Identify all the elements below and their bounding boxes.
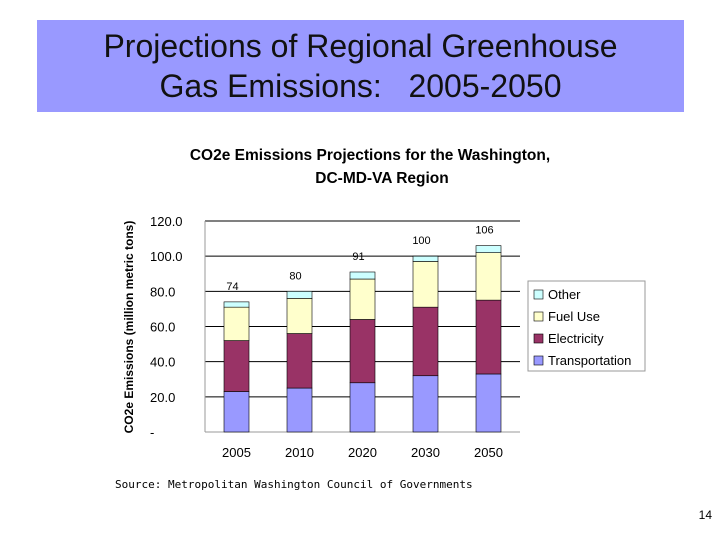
slide-title: Projections of Regional Greenhouse Gas E…	[37, 20, 684, 112]
legend-label-electricity: Electricity	[548, 331, 604, 346]
bar-segment-electricity-2005	[223, 340, 250, 392]
legend-swatch-electricity	[533, 333, 544, 344]
bar-segment-fuel-use-2020	[349, 278, 376, 320]
bar-segment-other-2030	[412, 255, 439, 262]
x-tick-label: 2010	[285, 445, 314, 460]
bar-segment-other-2005	[223, 301, 250, 308]
legend-box	[527, 280, 646, 372]
bar-segment-electricity-2020	[349, 319, 376, 384]
y-tick-label: 40.0	[150, 355, 175, 370]
bar-segment-other-2020	[349, 271, 376, 280]
bar-segment-other-2010	[286, 291, 313, 299]
legend-swatch-other	[533, 289, 544, 300]
data-label-total: 106	[475, 225, 493, 237]
x-tick-label: 2020	[348, 445, 377, 460]
data-label-total: 91	[352, 251, 364, 263]
page-number: 14	[698, 508, 712, 522]
bar-segment-electricity-2030	[412, 306, 439, 377]
legend-label-other: Other	[548, 287, 581, 302]
x-tick-label: 2030	[411, 445, 440, 460]
y-tick-label: 80.0	[150, 284, 175, 299]
source-note: Source: Metropolitan Washington Council …	[115, 478, 473, 491]
chart-title-line-2: DC-MD-VA Region	[315, 170, 448, 187]
y-axis-label: CO2e Emissions (million metric tons)	[122, 221, 136, 434]
data-label-total: 74	[226, 281, 238, 293]
legend: Other Fuel Use Electricity Transportation	[527, 280, 646, 372]
data-label-total: 80	[289, 270, 301, 282]
bar-segment-transportation-2010	[286, 387, 313, 433]
x-tick-label: 2005	[222, 445, 251, 460]
bar-segment-transportation-2005	[223, 391, 250, 433]
bar-segment-other-2050	[475, 245, 502, 253]
bar-segment-fuel-use-2010	[286, 298, 313, 334]
bar-segment-fuel-use-2050	[475, 252, 502, 301]
slide-title-line-1: Projections of Regional Greenhouse	[103, 28, 618, 64]
bar-segment-electricity-2050	[475, 299, 502, 375]
legend-swatch-transportation	[533, 355, 544, 366]
x-tick-label: 2050	[474, 445, 503, 460]
legend-swatch-fuel-use	[533, 311, 544, 322]
legend-label-transportation: Transportation	[548, 353, 631, 368]
bar-segment-transportation-2030	[412, 375, 439, 433]
bar-segment-transportation-2050	[475, 373, 502, 433]
plot-area: - 20.0 40.0 60.0 80.0 100.0 120.0 74 2005 80 2010 9…	[150, 214, 520, 460]
bar-segment-fuel-use-2005	[223, 306, 250, 341]
slide-title-line-2: Gas Emissions: 2005-2050	[159, 68, 562, 104]
y-tick-label: -	[150, 425, 154, 440]
bar-segment-fuel-use-2030	[412, 261, 439, 308]
y-tick-label: 100.0	[150, 249, 183, 264]
bar-segment-transportation-2020	[349, 382, 376, 433]
y-tick-label: 20.0	[150, 390, 175, 405]
y-tick-label: 120.0	[150, 214, 183, 229]
data-label-total: 100	[412, 235, 430, 247]
legend-label-fuel-use: Fuel Use	[548, 309, 600, 324]
chart-title-line-1: CO2e Emissions Projections for the Washi…	[190, 147, 550, 164]
bar-segment-electricity-2010	[286, 333, 313, 389]
y-tick-label: 60.0	[150, 320, 175, 335]
